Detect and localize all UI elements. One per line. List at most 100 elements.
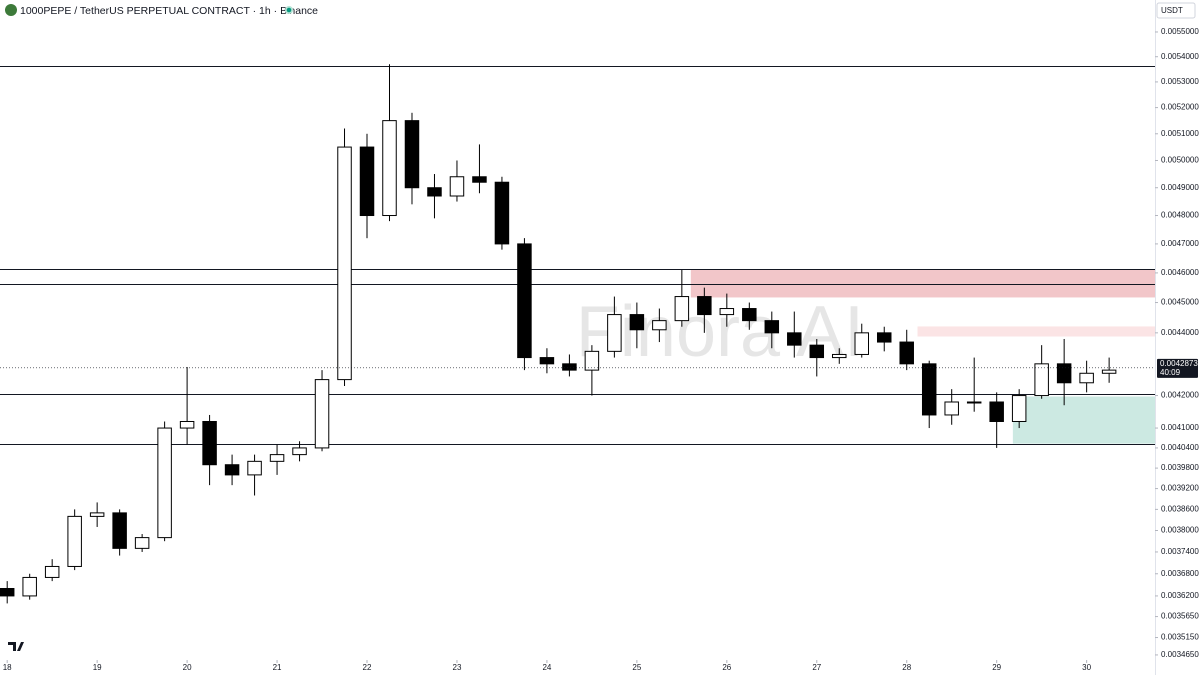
candle-body (472, 176, 487, 183)
y-tick-label: 0.0047000 (1161, 239, 1199, 248)
candle-body (247, 460, 262, 476)
candle-body (134, 537, 150, 549)
candle-body (157, 427, 172, 539)
y-tick-label: 0.0046000 (1161, 268, 1199, 277)
candle-body (404, 120, 420, 189)
candle-body (202, 420, 217, 466)
candle-body (1011, 395, 1027, 422)
zone (1012, 396, 1155, 444)
candle-body (584, 350, 600, 371)
candle-body (832, 353, 847, 359)
candle-body (67, 515, 82, 567)
candle-body (697, 296, 712, 316)
candle-body (944, 401, 959, 416)
y-tick-label: 0.0053000 (1161, 77, 1199, 86)
candle-body (607, 314, 622, 352)
candle-body (719, 308, 735, 316)
y-tick-label: 0.0050000 (1161, 156, 1199, 165)
candle-body (921, 363, 937, 416)
candle-body (359, 146, 375, 217)
symbol-icon (5, 4, 17, 16)
candle-body (494, 181, 510, 245)
x-tick-label: 23 (453, 663, 462, 672)
x-tick-label: 19 (93, 663, 102, 672)
y-tick-label: 0.0048000 (1161, 211, 1199, 220)
y-tick-label: 0.0036200 (1161, 591, 1199, 600)
x-tick-label: 22 (363, 663, 372, 672)
candle-body (787, 332, 802, 346)
y-tick-label: 0.0055000 (1161, 27, 1199, 36)
y-tick-label: 0.0040400 (1161, 443, 1199, 452)
candle-body (449, 176, 465, 197)
candle-body (989, 401, 1004, 422)
candle-body (652, 320, 667, 331)
x-tick-label: 21 (273, 663, 282, 672)
candle-body (629, 314, 645, 331)
candle-body (0, 588, 15, 597)
candle-body (966, 401, 982, 404)
candle-body (337, 146, 352, 381)
candle-body (539, 357, 555, 365)
y-axis-label: USDT (1161, 6, 1183, 15)
candle-body (1101, 369, 1117, 374)
candle-body (382, 120, 397, 217)
candle-body (899, 341, 914, 365)
candle-body (314, 379, 330, 449)
candle-body (269, 454, 285, 462)
candle-body (427, 187, 442, 197)
y-tick-label: 0.0049000 (1161, 183, 1199, 192)
candle-body (764, 320, 780, 334)
y-tick-label: 0.0039200 (1161, 484, 1199, 493)
y-tick-label: 0.0035150 (1161, 633, 1199, 642)
y-tick-label: 0.0038000 (1161, 526, 1199, 535)
candle-body (292, 447, 307, 456)
candle-body (1056, 363, 1072, 384)
status-dot (286, 7, 292, 13)
candle-body (22, 576, 37, 597)
candle-body (674, 296, 690, 322)
candle-body (112, 512, 127, 549)
last-price-box (1157, 358, 1198, 378)
x-tick-label: 24 (542, 663, 551, 672)
last-price-label: 0.0042873 (1160, 359, 1198, 368)
plot-area (0, 64, 1155, 604)
y-tick-label: 0.0036800 (1161, 569, 1199, 578)
y-tick-label: 0.0038600 (1161, 504, 1199, 513)
chart-title: 1000PEPE / TetherUS PERPETUAL CONTRACT ·… (20, 5, 318, 17)
y-tick-label: 0.0044000 (1161, 328, 1199, 337)
tv-logo[interactable] (8, 642, 24, 651)
candle-body (854, 332, 869, 355)
y-tick-label: 0.0045000 (1161, 298, 1199, 307)
y-tick-label: 0.0035650 (1161, 612, 1199, 621)
candle-body (89, 512, 105, 517)
x-tick-label: 20 (183, 663, 192, 672)
y-tick-label: 0.0037400 (1161, 547, 1199, 556)
x-tick-label: 25 (632, 663, 641, 672)
y-tick-label: 0.0042000 (1161, 391, 1199, 400)
x-tick-label: 26 (722, 663, 731, 672)
candle-body (809, 344, 825, 359)
x-tick-label: 18 (3, 663, 12, 672)
candle-body (562, 363, 577, 371)
candle-body (44, 565, 60, 578)
candle-body (179, 420, 195, 429)
currency-box[interactable] (1156, 2, 1196, 19)
x-tick-label: 28 (902, 663, 911, 672)
watermark: Finora AI (576, 292, 864, 372)
x-tick-label: 27 (812, 663, 821, 672)
candle-body (742, 308, 757, 322)
candle-body (876, 332, 892, 343)
x-tick-label: 29 (992, 663, 1001, 672)
candle-body (1034, 363, 1049, 397)
zone (690, 269, 1155, 298)
countdown-label: 40:09 (1160, 368, 1181, 377)
x-tick-label: 30 (1082, 663, 1091, 672)
candle-body (1079, 372, 1094, 384)
y-tick-label: 0.0039800 (1161, 463, 1199, 472)
y-tick-label: 0.0052000 (1161, 103, 1199, 112)
zone (917, 326, 1155, 337)
candle-body (517, 243, 532, 359)
